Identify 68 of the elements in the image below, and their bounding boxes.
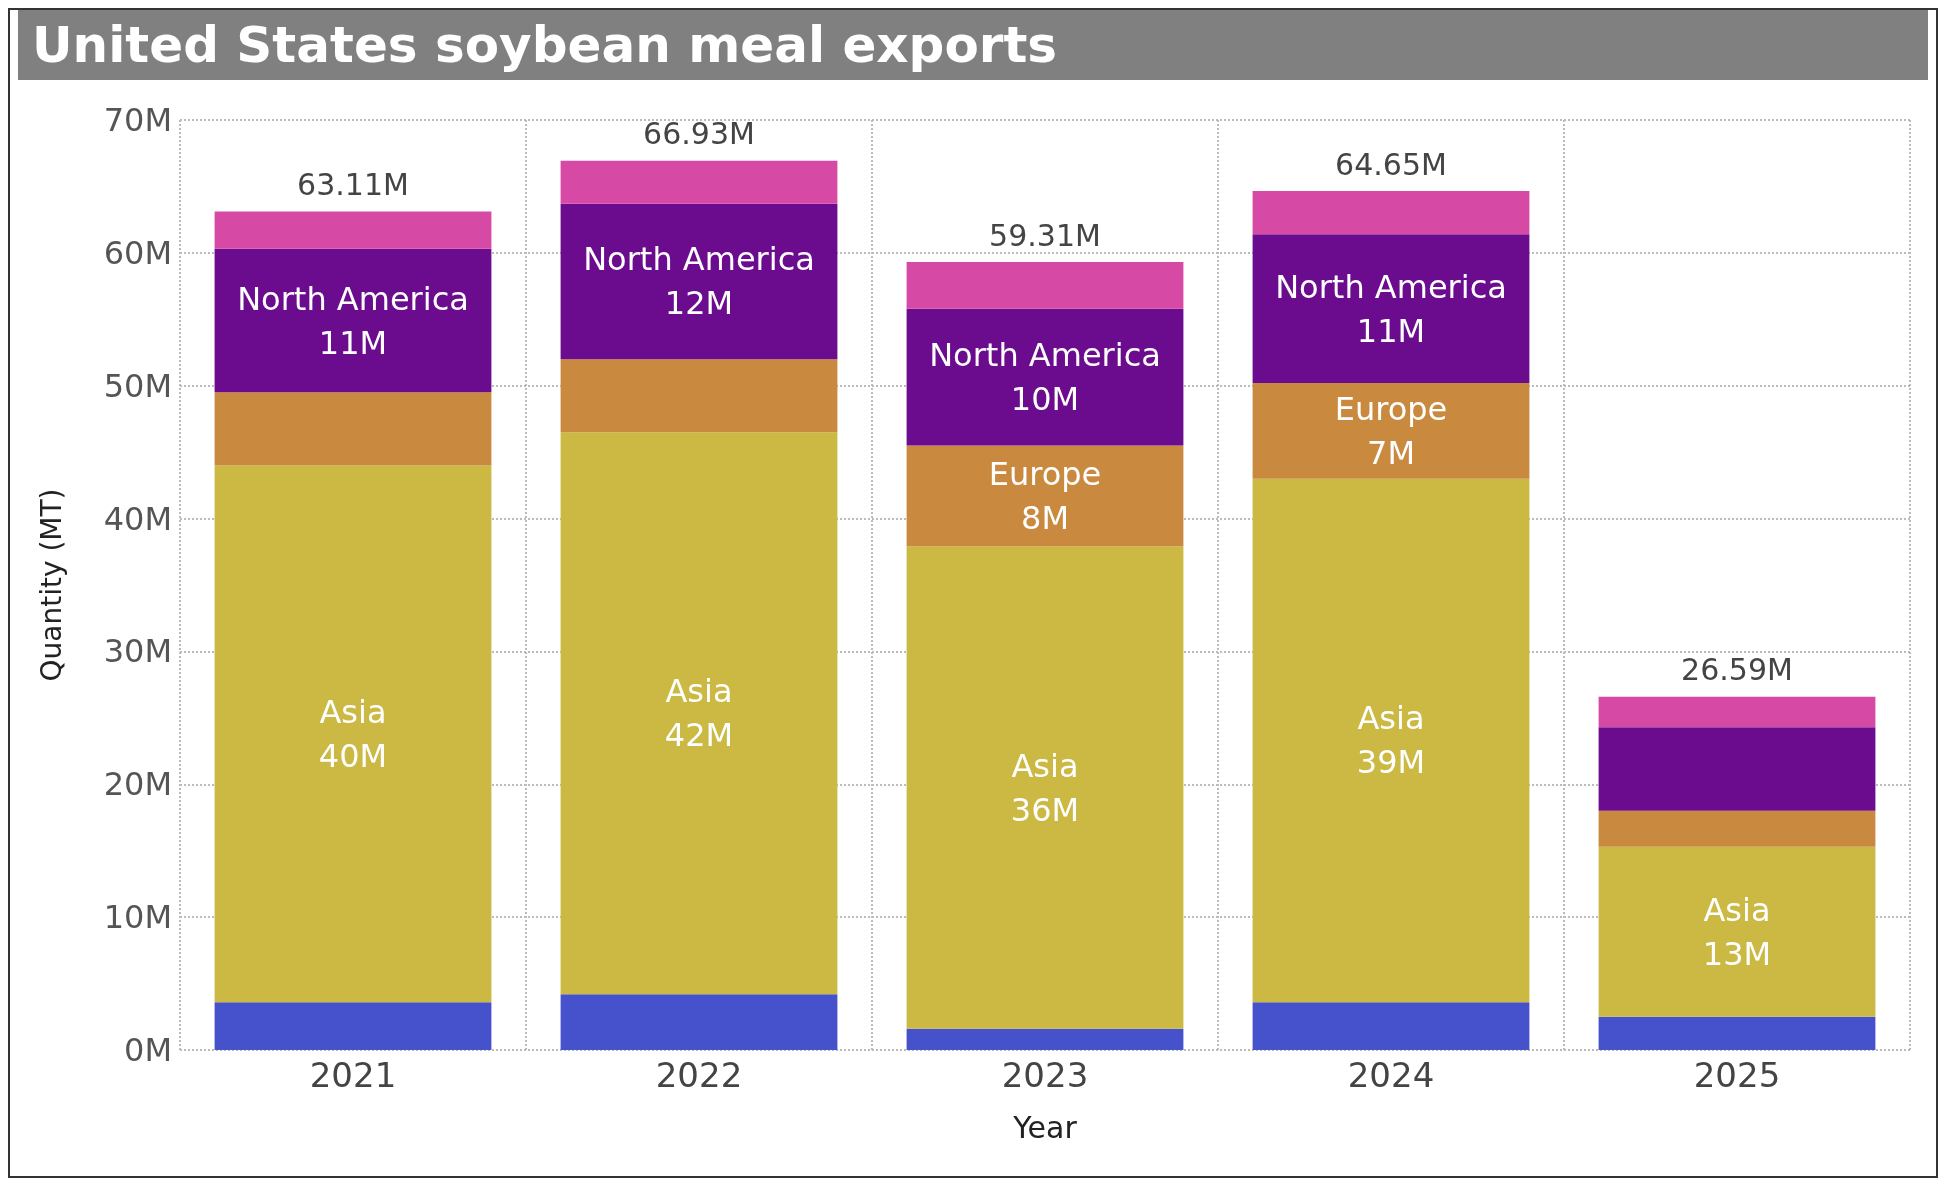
bar <box>1598 1016 1876 1050</box>
text: Asia <box>665 672 733 711</box>
bar <box>906 546 1184 1029</box>
bar <box>560 994 838 1050</box>
y-tick-label: 50M <box>103 366 172 405</box>
text: North America <box>237 279 469 318</box>
bar <box>214 248 492 393</box>
bar <box>1598 727 1876 811</box>
y-tick-label: 40M <box>103 499 172 538</box>
bar <box>1252 383 1530 479</box>
data-label: 11M <box>1356 311 1426 350</box>
bar <box>560 432 838 995</box>
data-label: 7M <box>1367 433 1415 472</box>
bar <box>1598 696 1876 728</box>
data-label: 40M <box>318 736 388 775</box>
x-tick-label: 2022 <box>655 1055 743 1095</box>
y-tick-label: 30M <box>103 632 172 671</box>
text: Asia <box>319 692 387 731</box>
bar <box>906 1028 1184 1050</box>
y-tick-label: 10M <box>103 898 172 937</box>
bar <box>560 160 838 204</box>
bar <box>1252 234 1530 384</box>
chart-title: United States soybean meal exports <box>18 10 1928 80</box>
y-tick-label: 20M <box>103 765 172 804</box>
x-tick-label: 2024 <box>1347 1055 1435 1095</box>
bar <box>1252 1002 1530 1050</box>
x-axis-title: Year <box>1012 1109 1078 1145</box>
y-axis-title: Quantity (MT) <box>34 488 68 682</box>
x-tick-label: 2025 <box>1693 1055 1781 1095</box>
text: North America <box>929 336 1161 375</box>
data-label: 12M <box>664 284 734 323</box>
bar <box>1252 191 1530 235</box>
bar <box>1598 846 1876 1017</box>
x-tick-label: 2023 <box>1001 1055 1089 1095</box>
data-label: 8M <box>1021 498 1069 537</box>
data-label: 39M <box>1356 743 1426 782</box>
y-tick-label: 70M <box>103 101 172 139</box>
data-label: 36M <box>1010 790 1080 829</box>
text: Asia <box>1357 699 1425 738</box>
bar <box>906 308 1184 446</box>
bar <box>214 1002 492 1050</box>
total-label: 26.59M <box>1681 652 1793 688</box>
data-label: 42M <box>664 716 734 755</box>
data-label: 13M <box>1702 934 1772 973</box>
bar <box>1598 810 1876 847</box>
total-label: 63.11M <box>297 167 409 203</box>
bar <box>560 203 838 360</box>
total-label: 59.31M <box>989 217 1101 253</box>
total-label: 66.93M <box>643 116 755 152</box>
total-label: 64.65M <box>1335 146 1447 182</box>
y-tick-label: 60M <box>103 233 172 272</box>
bar <box>214 211 492 249</box>
bar <box>906 445 1184 547</box>
data-label: 10M <box>1010 380 1080 419</box>
series-label: Asia <box>1703 890 1771 929</box>
text: Asia <box>1011 746 1079 785</box>
data-label: 11M <box>318 323 388 362</box>
bar <box>214 392 492 466</box>
series-label: Europe <box>1334 389 1448 428</box>
bar <box>214 465 492 1003</box>
x-tick-label: 2021 <box>309 1055 397 1095</box>
bar <box>906 262 1184 309</box>
bar <box>560 359 838 433</box>
text: North America <box>1275 267 1507 306</box>
y-tick-label: 0M <box>124 1031 172 1069</box>
text: Europe <box>988 454 1102 493</box>
bar <box>1252 478 1530 1003</box>
series-label: North America <box>583 240 815 279</box>
